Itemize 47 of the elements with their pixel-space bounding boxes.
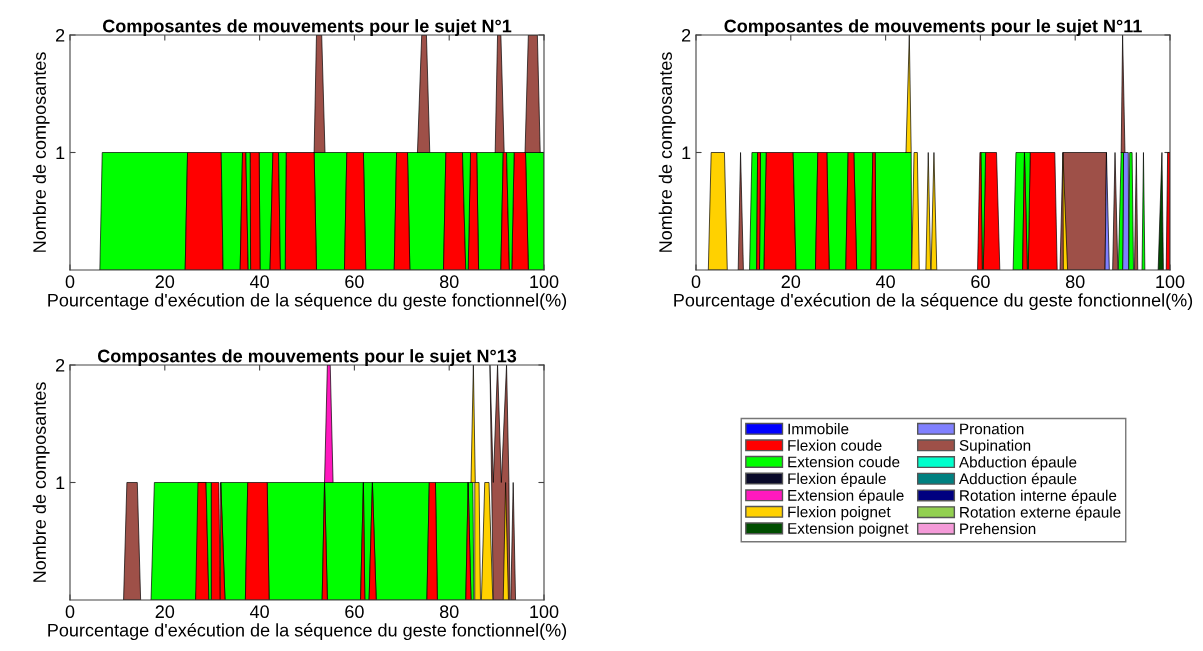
x-tick-label: 80 — [439, 275, 459, 289]
chart-title: Composantes de mouvements pour le sujet N°1 — [102, 19, 512, 36]
x-tick-label: 60 — [345, 275, 364, 289]
legend-label: Immobile — [788, 423, 849, 435]
y-axis-title: Nombre de composantes — [658, 52, 676, 252]
x-tick-label: 80 — [439, 605, 459, 619]
x-axis-title: Pourcentage d'exécution de la séquence du geste fonctionnel(%) — [48, 293, 567, 311]
legend-label: Extension coude — [788, 456, 900, 468]
x-tick-label: 20 — [781, 275, 801, 289]
x-tick-label: 100 — [1156, 275, 1185, 289]
legend-label: Abduction épaule — [958, 456, 1077, 471]
x-tick-label: 40 — [875, 275, 895, 289]
x-tick-label: 80 — [1065, 275, 1085, 289]
legend-label: Extension poignet — [788, 522, 909, 537]
legend-label: Rotation externe épaule — [960, 506, 1121, 521]
y-tick-label: 1 — [682, 146, 691, 160]
x-tick-label: 0 — [691, 275, 701, 289]
x-tick-label: 60 — [345, 605, 364, 619]
legend-label: Flexion épaule — [788, 472, 886, 488]
x-axis-title: Pourcentage d'exécution de la séquence du geste fonctionnel(%) — [48, 623, 567, 641]
legend-label: Pronation — [960, 423, 1024, 435]
x-tick-label: 100 — [530, 275, 559, 289]
x-tick-label: 100 — [530, 605, 559, 619]
x-axis-title: Pourcentage d'exécution de la séquence du geste fonctionnel(%) — [674, 293, 1193, 311]
x-tick-label: 40 — [249, 275, 269, 289]
legend-label: Flexion poignet — [788, 506, 891, 521]
legend-label: Prehension — [960, 522, 1036, 535]
y-tick-label: 2 — [56, 358, 65, 372]
y-axis-title: Nombre de composantes — [32, 382, 50, 582]
x-tick-label: 0 — [65, 275, 75, 289]
x-tick-label: 60 — [971, 275, 990, 289]
legend-label: Supination — [959, 439, 1031, 454]
y-tick-label: 2 — [682, 28, 691, 42]
legend-label: Extension épaule — [788, 489, 904, 504]
chart-title: Composantes de mouvements pour le sujet N°11 — [724, 19, 1142, 36]
y-axis-title: Nombre de composantes — [32, 52, 50, 252]
x-tick-label: 0 — [65, 605, 75, 619]
y-tick-label: 1 — [56, 146, 65, 160]
x-tick-label: 40 — [249, 605, 269, 619]
legend-label: Flexion coude — [788, 439, 882, 451]
legend-label: Rotation interne épaule — [960, 489, 1117, 504]
legend-label: Adduction épaule — [958, 472, 1077, 488]
chart-title: Composantes de mouvements pour le sujet N°13 — [97, 349, 517, 366]
y-tick-label: 1 — [56, 476, 65, 490]
x-tick-label: 20 — [155, 275, 175, 289]
y-tick-label: 2 — [56, 28, 65, 42]
x-tick-label: 20 — [155, 605, 175, 619]
